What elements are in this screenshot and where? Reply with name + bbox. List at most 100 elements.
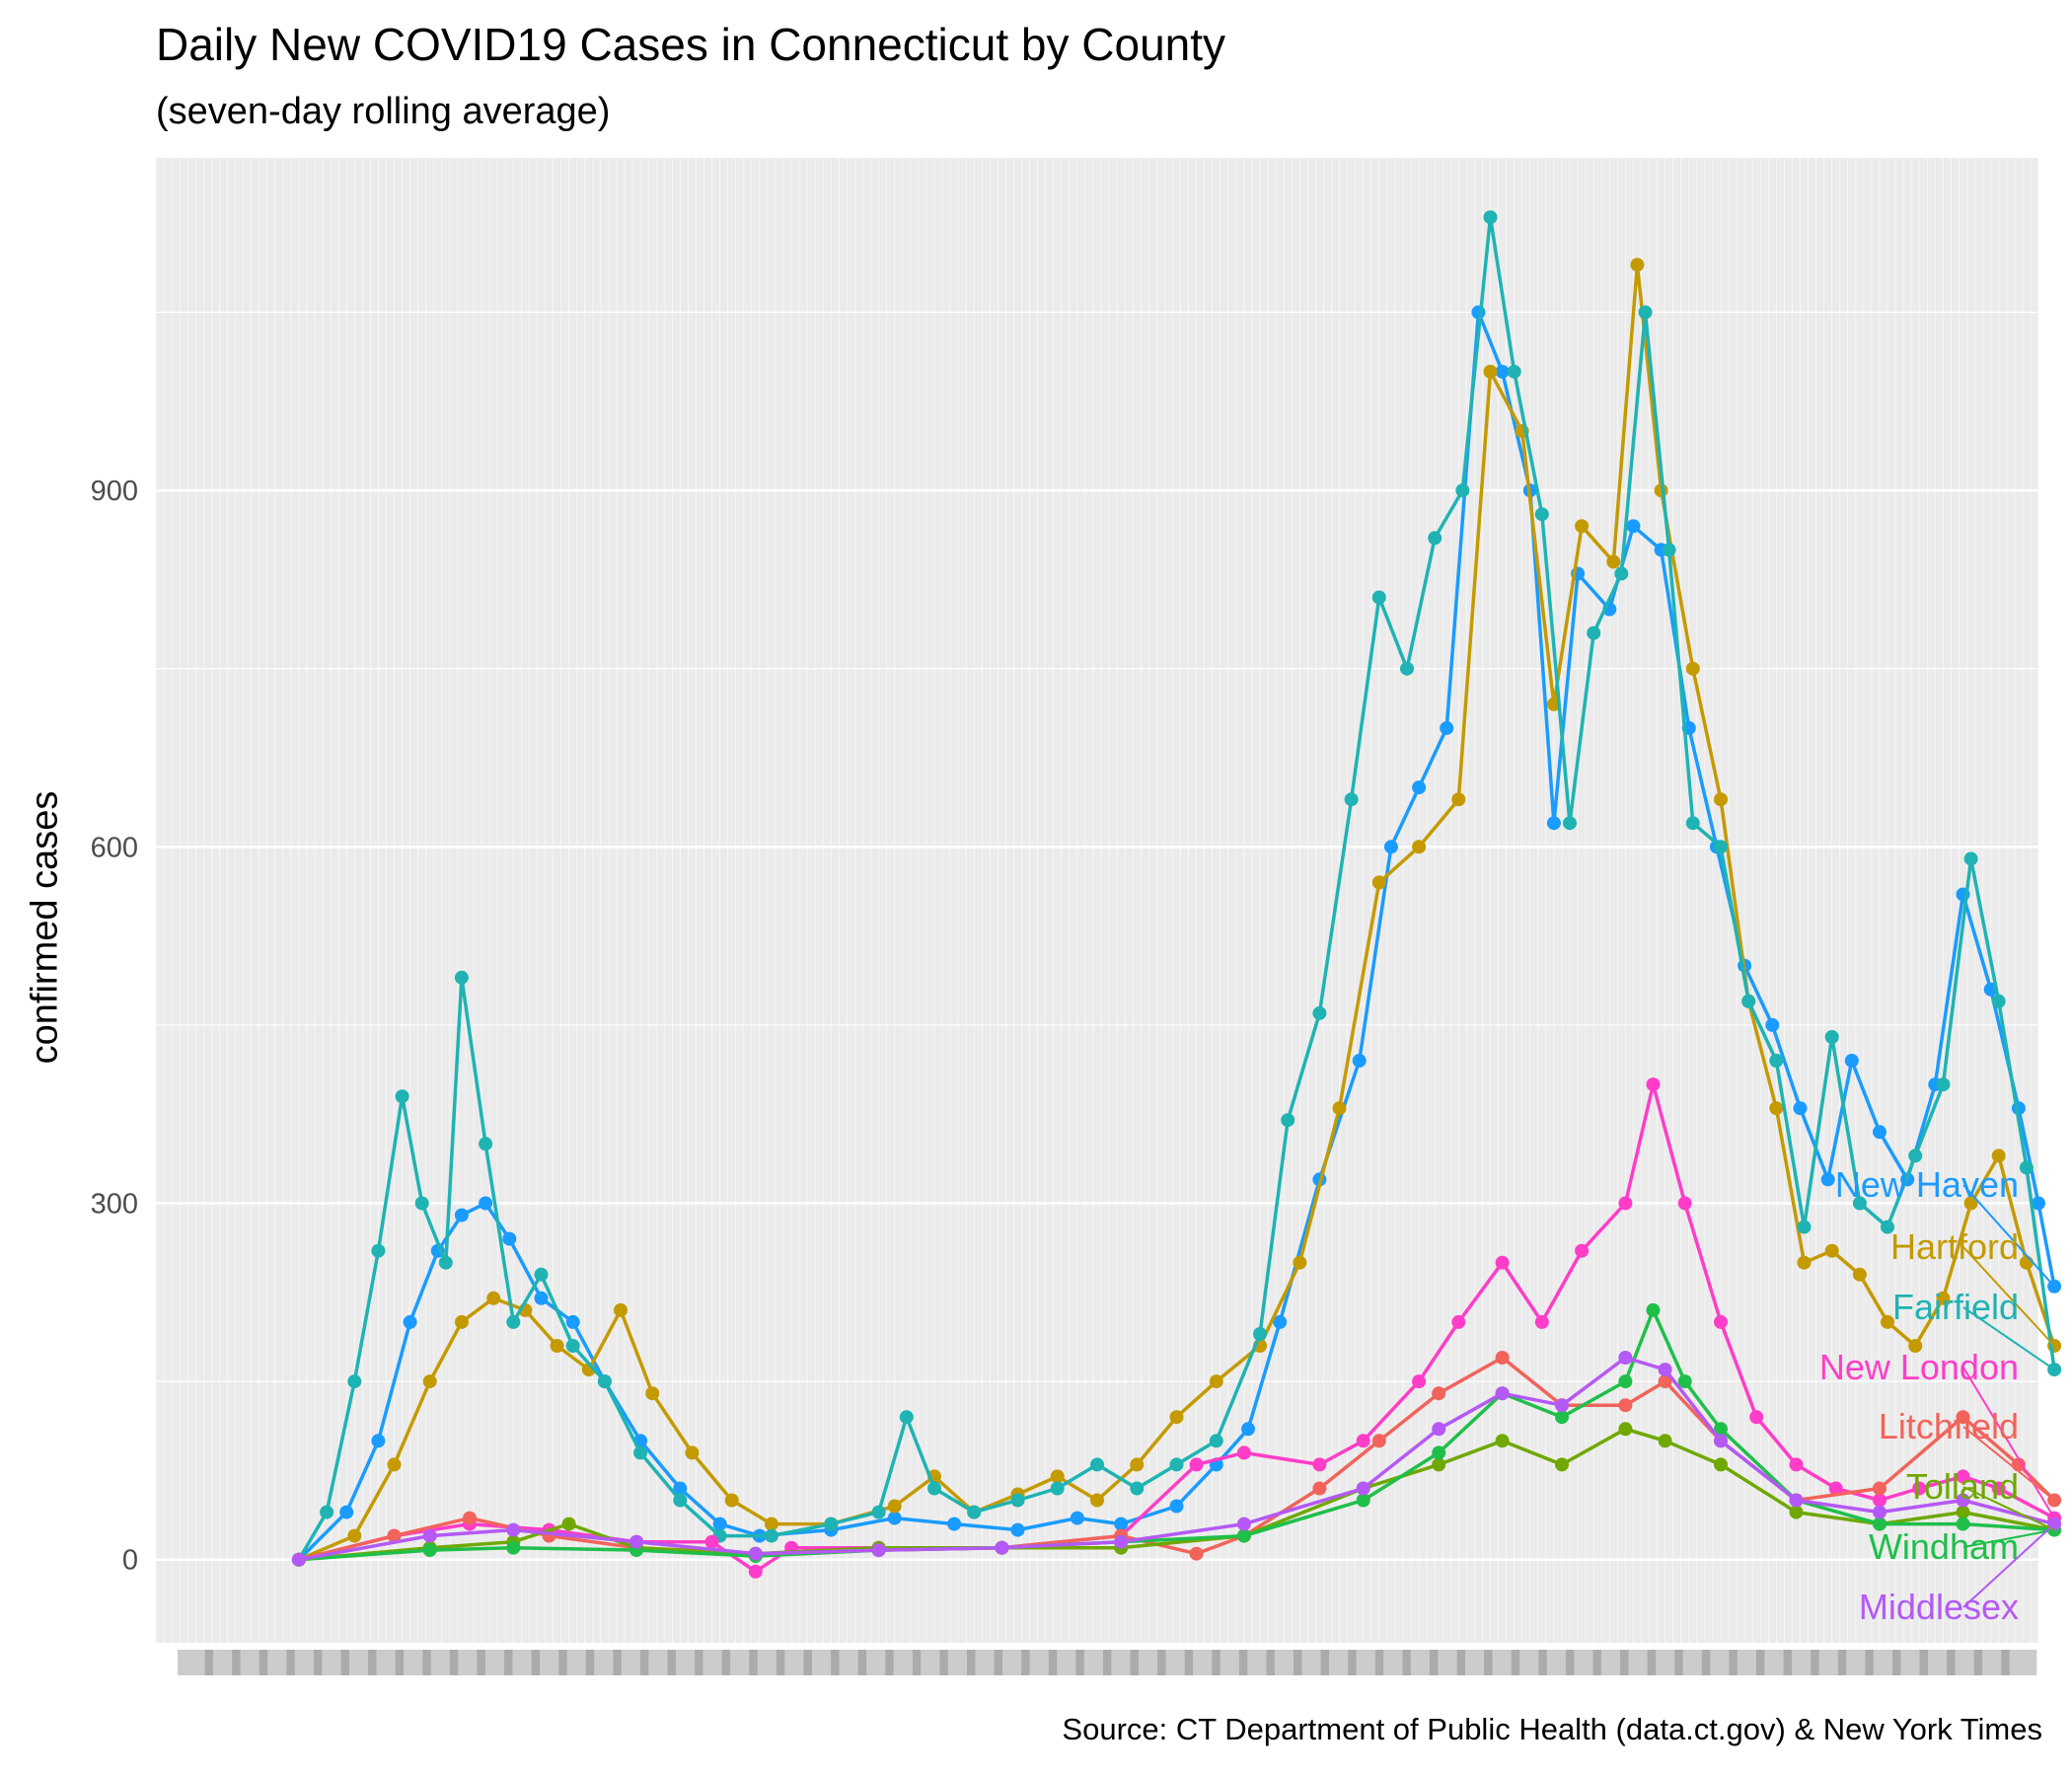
data-point bbox=[2019, 1255, 2034, 1270]
data-point bbox=[1471, 305, 1486, 320]
data-point bbox=[1852, 1267, 1867, 1282]
data-point bbox=[1332, 1101, 1347, 1116]
data-point bbox=[1714, 1422, 1728, 1437]
data-point bbox=[1646, 1302, 1661, 1317]
data-point bbox=[561, 1517, 576, 1531]
x-tick-label bbox=[1102, 1650, 1139, 1675]
data-point bbox=[339, 1505, 354, 1519]
x-tick-label bbox=[1348, 1650, 1384, 1675]
data-point bbox=[764, 1517, 778, 1531]
data-point bbox=[1507, 364, 1521, 379]
data-point bbox=[565, 1314, 580, 1329]
x-tick-label bbox=[1891, 1650, 1928, 1675]
data-point bbox=[1483, 210, 1498, 225]
data-point bbox=[479, 1196, 493, 1211]
data-point bbox=[1534, 1314, 1549, 1329]
data-point bbox=[1638, 305, 1653, 320]
data-point bbox=[1495, 1255, 1510, 1270]
label-leader-line bbox=[1962, 1367, 2055, 1519]
data-point bbox=[1991, 1148, 2006, 1163]
data-point bbox=[724, 1493, 739, 1508]
x-tick-label bbox=[994, 1650, 1030, 1675]
data-point bbox=[1618, 1351, 1633, 1365]
data-point bbox=[1658, 1363, 1672, 1377]
data-point bbox=[995, 1540, 1009, 1555]
data-point bbox=[1495, 1351, 1510, 1365]
x-tick-label bbox=[885, 1650, 922, 1675]
data-point bbox=[1236, 1528, 1251, 1543]
x-tick-label bbox=[1919, 1650, 1956, 1675]
data-point bbox=[1991, 1481, 2006, 1496]
data-point bbox=[1956, 1505, 1970, 1519]
data-point bbox=[1070, 1511, 1084, 1525]
data-point bbox=[1618, 1422, 1633, 1437]
x-tick-label bbox=[2001, 1650, 2037, 1675]
x-tick-label bbox=[477, 1650, 513, 1675]
data-point bbox=[506, 1540, 521, 1555]
label-leader-line bbox=[1962, 1528, 2055, 1548]
plot-panel bbox=[156, 158, 2038, 1643]
y-tick-label: 600 bbox=[91, 832, 138, 863]
x-tick-label bbox=[1294, 1650, 1330, 1675]
label-leader-line bbox=[1962, 1486, 2055, 1531]
x-tick-labels bbox=[178, 1650, 2037, 1675]
data-point bbox=[1483, 364, 1498, 379]
data-point bbox=[2019, 1160, 2034, 1175]
x-tick-label bbox=[939, 1650, 976, 1675]
x-tick-label bbox=[639, 1650, 676, 1675]
data-point bbox=[347, 1528, 362, 1543]
data-point bbox=[1010, 1493, 1025, 1508]
data-point bbox=[1412, 780, 1427, 795]
data-point bbox=[454, 970, 469, 985]
data-point bbox=[597, 1374, 612, 1389]
x-tick-label bbox=[1647, 1650, 1683, 1675]
data-point bbox=[1312, 1481, 1327, 1496]
x-tick-label bbox=[749, 1650, 785, 1675]
data-point bbox=[1618, 1196, 1633, 1211]
x-tick-label bbox=[1484, 1650, 1520, 1675]
series-label: New Haven bbox=[1835, 1164, 2019, 1205]
data-point bbox=[1050, 1469, 1065, 1484]
data-point bbox=[1908, 1148, 1923, 1163]
data-point bbox=[748, 1564, 763, 1579]
data-point bbox=[534, 1291, 549, 1305]
data-point bbox=[1618, 1374, 1633, 1389]
x-tick-label bbox=[558, 1650, 595, 1675]
x-tick-label bbox=[803, 1650, 840, 1675]
x-tick-label bbox=[395, 1650, 431, 1675]
data-point bbox=[1400, 661, 1414, 676]
data-point bbox=[1241, 1422, 1255, 1437]
data-point bbox=[1428, 531, 1443, 546]
data-point bbox=[1451, 1314, 1466, 1329]
data-point bbox=[1189, 1457, 1204, 1472]
x-tick-label bbox=[695, 1650, 731, 1675]
x-tick-label bbox=[1973, 1650, 2010, 1675]
data-point bbox=[1432, 1445, 1446, 1460]
x-tick-label bbox=[1783, 1650, 1819, 1675]
data-point bbox=[1352, 1054, 1367, 1068]
data-point bbox=[1618, 1398, 1633, 1413]
data-point bbox=[1495, 1434, 1510, 1448]
data-point bbox=[1114, 1534, 1129, 1549]
x-tick-label bbox=[232, 1650, 268, 1675]
x-tick-label bbox=[178, 1650, 213, 1675]
data-point bbox=[1714, 840, 1728, 854]
y-tick-labels: 0 300 600 900 bbox=[91, 476, 138, 1577]
data-point bbox=[871, 1543, 886, 1558]
series-label: Litchfield bbox=[1879, 1406, 2019, 1446]
chart-caption: Source: CT Department of Public Health (… bbox=[1062, 1712, 2042, 1746]
data-point bbox=[1455, 483, 1470, 498]
data-point bbox=[1440, 720, 1454, 735]
data-point bbox=[1383, 840, 1398, 854]
series-label: New London bbox=[1819, 1347, 2019, 1387]
data-point bbox=[387, 1528, 402, 1543]
data-point bbox=[395, 1089, 409, 1104]
data-point bbox=[1824, 1243, 1839, 1258]
data-point bbox=[2032, 1196, 2045, 1211]
x-tick-label bbox=[504, 1650, 541, 1675]
x-tick-label bbox=[1402, 1650, 1439, 1675]
data-point bbox=[1956, 1469, 1970, 1484]
data-point bbox=[1873, 1517, 1887, 1531]
data-point bbox=[1797, 1255, 1812, 1270]
